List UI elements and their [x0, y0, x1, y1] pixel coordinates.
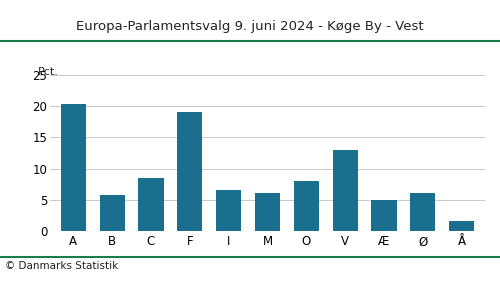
Bar	[177, 112, 203, 231]
Bar	[216, 190, 242, 231]
Bar	[294, 181, 319, 231]
Bar	[449, 221, 474, 231]
Bar	[138, 178, 164, 231]
Bar	[255, 193, 280, 231]
Bar	[410, 193, 436, 231]
Bar	[332, 150, 358, 231]
Text: Europa-Parlamentsvalg 9. juni 2024 - Køge By - Vest: Europa-Parlamentsvalg 9. juni 2024 - Køg…	[76, 20, 424, 33]
Bar	[60, 104, 86, 231]
Bar	[100, 195, 125, 231]
Text: Pct.: Pct.	[38, 67, 59, 77]
Text: © Danmarks Statistik: © Danmarks Statistik	[5, 261, 118, 272]
Bar	[372, 200, 396, 231]
